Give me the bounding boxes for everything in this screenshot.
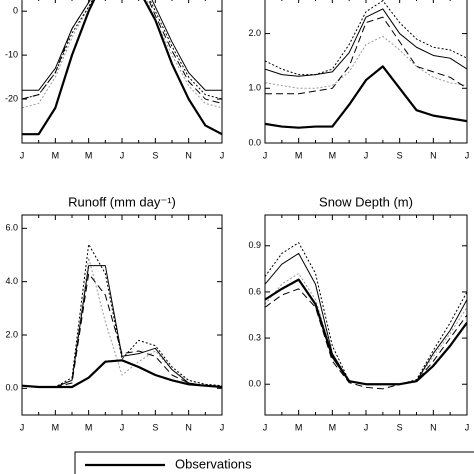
series-line [265,8,467,77]
x-tick-label: J [263,422,268,432]
series-line [265,252,467,385]
y-tick-label: 0.0 [5,383,18,393]
series-line [265,65,467,129]
y-tick-label: 0.9 [248,240,261,250]
x-tick-label: J [465,150,470,160]
plot-area [265,242,467,390]
panel-title: Runoff (mm day⁻¹) [68,194,176,209]
series-line [265,242,467,385]
y-tick-label: -20 [5,93,18,103]
series-line [22,257,222,388]
series-line [22,0,222,104]
series-line [265,16,467,95]
x-tick-label: J [364,150,369,160]
y-tick-label: 2.0 [248,28,261,38]
series-line [22,273,222,388]
x-tick-label: J [220,150,225,160]
y-tick-label: 4.0 [5,276,18,286]
series-line [22,265,222,388]
x-tick-label: J [20,422,25,432]
x-tick-label: S [152,150,158,160]
plot-frame [21,0,223,144]
x-tick-label: N [430,422,437,432]
plot-area [22,0,222,136]
series-line [265,288,467,390]
x-tick-label: M [85,422,93,432]
series-line [265,35,467,89]
x-tick-label: M [85,150,93,160]
x-tick-label: J [465,422,470,432]
x-tick-label: N [430,150,437,160]
y-tick-label: 0 [13,6,18,16]
x-tick-label: M [295,150,303,160]
series-line [22,0,222,100]
x-tick-label: J [120,422,125,432]
x-tick-label: J [220,422,225,432]
legend-label: Observations [175,456,252,471]
x-tick-label: N [185,422,192,432]
series-line [265,278,467,386]
series-line [265,0,467,76]
series-line [22,0,222,109]
y-tick-label: 2.0 [5,329,18,339]
x-tick-label: J [263,150,268,160]
plot-area [265,0,467,129]
plot-frame [264,214,468,416]
y-tick-label: 6.0 [5,223,18,233]
x-tick-label: M [52,150,60,160]
x-tick-label: S [397,150,403,160]
plot-area [22,243,222,389]
panel-title: Snow Depth (m) [319,194,413,209]
series-line [22,359,222,389]
x-tick-label: N [185,150,192,160]
y-tick-label: 0.0 [248,379,261,389]
series-line [22,0,222,91]
y-tick-label: 0.6 [248,286,261,296]
y-tick-label: 0.0 [248,137,261,147]
plot-frame [264,0,468,144]
x-tick-label: M [52,422,60,432]
plot-frame [21,214,223,416]
x-tick-label: S [397,422,403,432]
y-tick-label: -10 [5,49,18,59]
x-tick-label: J [364,422,369,432]
series-line [22,243,222,388]
x-tick-label: M [329,422,337,432]
y-tick-label: 0.3 [248,332,261,342]
legend-box [74,451,474,474]
x-tick-label: M [329,150,337,160]
x-tick-label: M [295,422,303,432]
y-tick-label: 1.0 [248,83,261,93]
x-tick-label: J [120,150,125,160]
x-tick-label: J [20,150,25,160]
series-line [22,0,222,136]
x-tick-label: S [152,422,158,432]
